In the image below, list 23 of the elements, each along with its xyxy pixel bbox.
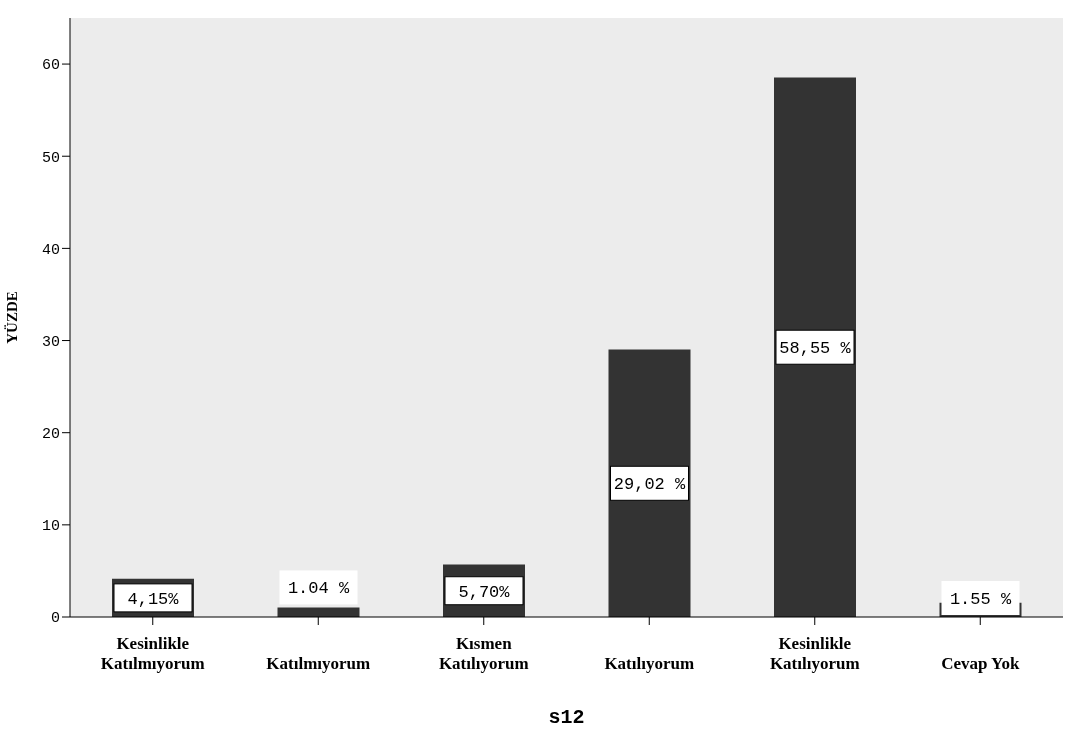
- x-tick-label: Kesinlikle Katılmıyorum: [100, 634, 205, 673]
- y-tick-label: 40: [41, 241, 60, 259]
- bar: [774, 77, 856, 617]
- y-tick-label: 50: [41, 149, 60, 167]
- data-label: 29,02 %: [613, 475, 686, 495]
- data-label: 1.04 %: [287, 579, 350, 599]
- data-label: 5,70%: [458, 582, 511, 602]
- x-tick-label: Katılmıyorum: [266, 654, 371, 673]
- x-tick-label: Cevap Yok: [941, 654, 1020, 673]
- bar: [277, 607, 360, 617]
- data-label: 58,55 %: [779, 339, 852, 359]
- data-label: 4,15%: [127, 589, 180, 609]
- y-tick-label: 0: [50, 610, 60, 628]
- x-axis-title: s12: [548, 706, 585, 729]
- y-tick-label: 30: [41, 333, 60, 351]
- x-tick-label: Kesinlikle Katılıyorum: [769, 634, 860, 673]
- x-tick-label: Kısmen Katılıyorum: [438, 634, 529, 673]
- y-tick-label: 10: [41, 518, 60, 536]
- y-tick-label: 60: [41, 57, 60, 75]
- x-tick-label: Katılıyorum: [604, 654, 695, 673]
- data-label: 1.55 %: [949, 590, 1012, 609]
- y-tick-label: 20: [41, 426, 60, 444]
- y-axis-title: YÜZDE: [4, 291, 21, 344]
